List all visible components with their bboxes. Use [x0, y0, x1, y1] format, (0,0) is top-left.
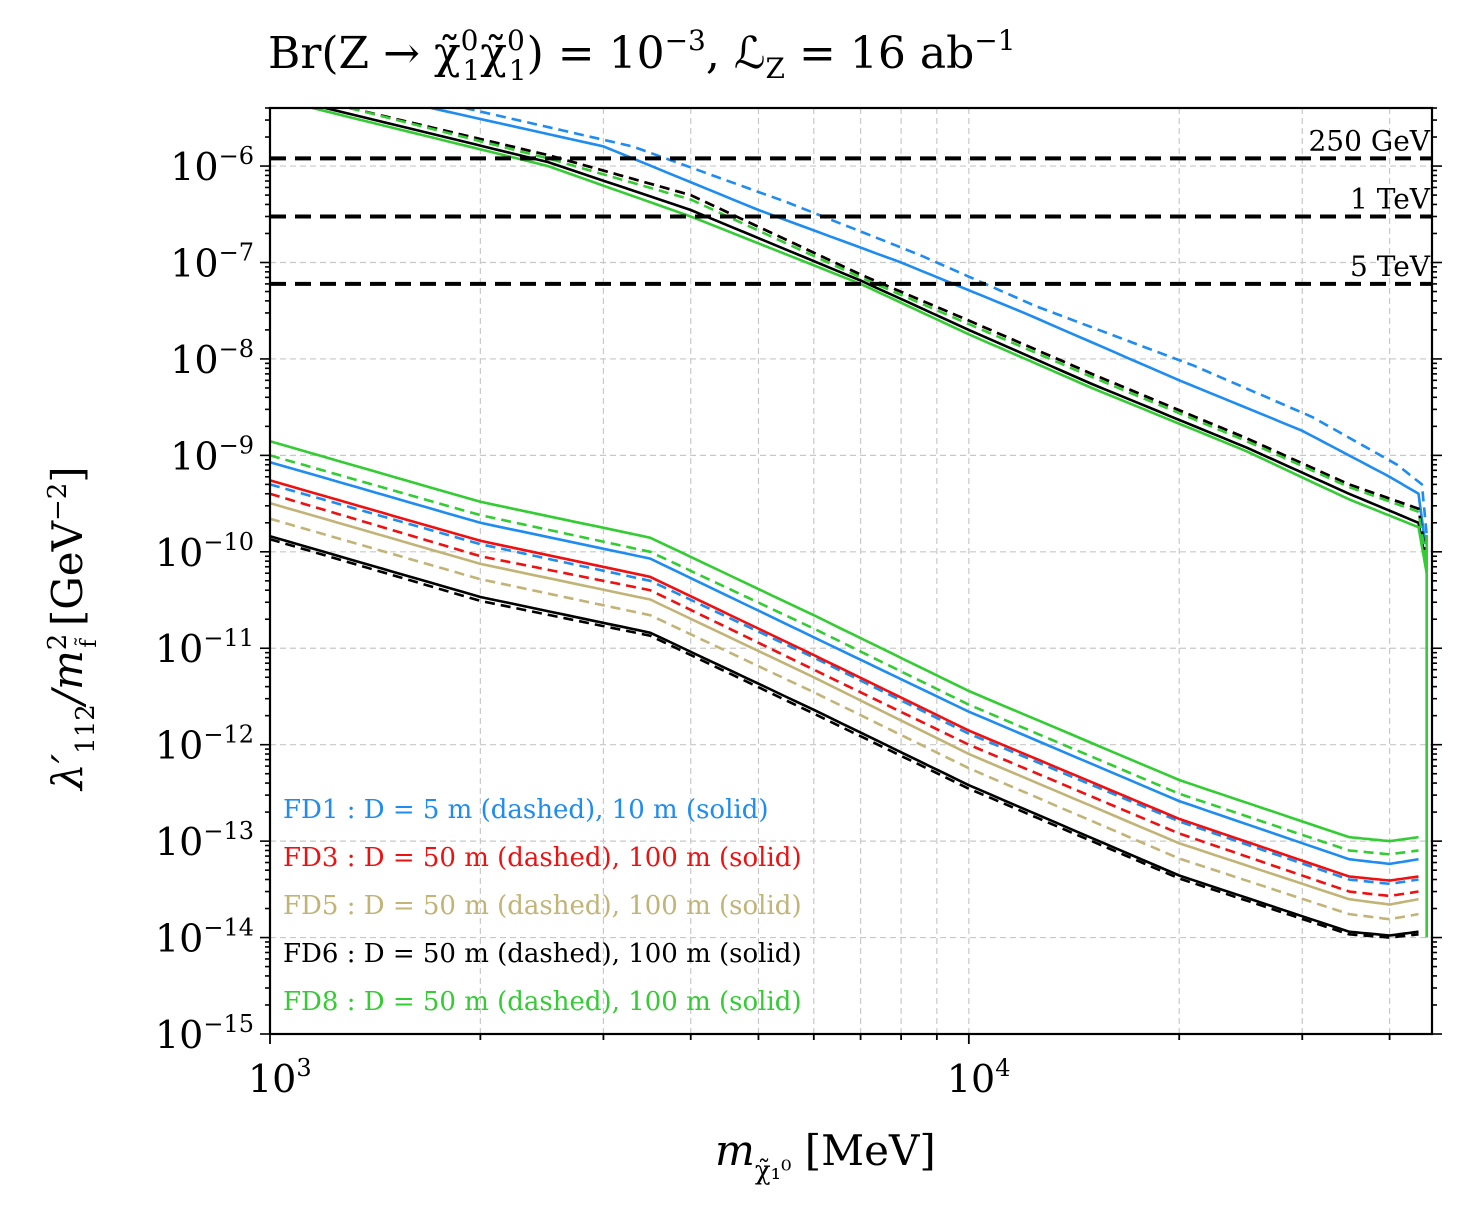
series-line	[349, 106, 1428, 562]
y-tick-label: 10−7	[170, 238, 254, 285]
series-line	[349, 106, 1428, 562]
plot-frame	[268, 106, 1434, 1036]
series-line	[269, 460, 1419, 866]
reference-line-label: 250 GeV	[1308, 124, 1430, 157]
y-tick-label: 10−8	[170, 335, 254, 382]
y-tick-label: 10−13	[155, 817, 254, 864]
series-line	[269, 517, 1419, 921]
y-axis-label: λ′112/m2 f̃ [GeV−2]	[43, 466, 102, 792]
series-line	[349, 106, 1428, 565]
series-line	[464, 106, 1428, 535]
series-line	[312, 106, 1428, 574]
x-tick-label: 103	[248, 1054, 312, 1101]
series-line	[269, 479, 1419, 882]
legend-entry: FD6 : D = 50 m (dashed), 100 m (solid)	[283, 939, 802, 969]
y-tick-label: 10−10	[155, 528, 254, 575]
reference-lines: 250 GeV 1 TeV 5 TeV	[270, 124, 1432, 286]
legend-entry: FD1 : D = 5 m (dashed), 10 m (solid)	[283, 795, 769, 825]
tick-layer: 103 104 10−15 10−14 10−13 10−12 10−11 10−10 10−9…	[155, 107, 1442, 1101]
x-tick-label: 104	[947, 1054, 1011, 1101]
series-line	[430, 106, 1427, 545]
chart-title: Br(Z → χ̃0 1χ̃0 1) = 10−3, ℒZ = 16 ab−1	[268, 24, 1016, 87]
series-line	[269, 501, 1419, 906]
series-line	[324, 106, 1428, 568]
series-line	[269, 440, 1419, 843]
y-tick-label: 10−14	[155, 914, 254, 961]
y-tick-label: 10−9	[170, 431, 254, 478]
series-line	[269, 483, 1419, 886]
series-line	[269, 534, 1419, 937]
y-tick-label: 10−12	[155, 721, 254, 768]
series-layer	[269, 106, 1428, 939]
y-tick-label: 10−6	[170, 142, 254, 189]
legend-entry: FD5 : D = 50 m (dashed), 100 m (solid)	[283, 891, 802, 921]
reference-line-label: 1 TeV	[1350, 182, 1431, 215]
reference-line-label: 5 TeV	[1350, 250, 1431, 283]
legend: FD1 : D = 5 m (dashed), 10 m (solid) FD3 …	[283, 795, 802, 1017]
series-line	[269, 454, 1419, 856]
legend-entry: FD8 : D = 50 m (dashed), 100 m (solid)	[283, 987, 802, 1017]
series-line	[269, 492, 1419, 898]
y-tick-label: 10−15	[155, 1010, 254, 1057]
y-tick-label: 10−11	[155, 624, 254, 671]
legend-entry: FD3 : D = 50 m (dashed), 100 m (solid)	[283, 843, 802, 873]
series-line	[269, 537, 1419, 939]
x-axis-label: mχ̃₁⁰ [MeV]	[715, 1126, 936, 1186]
